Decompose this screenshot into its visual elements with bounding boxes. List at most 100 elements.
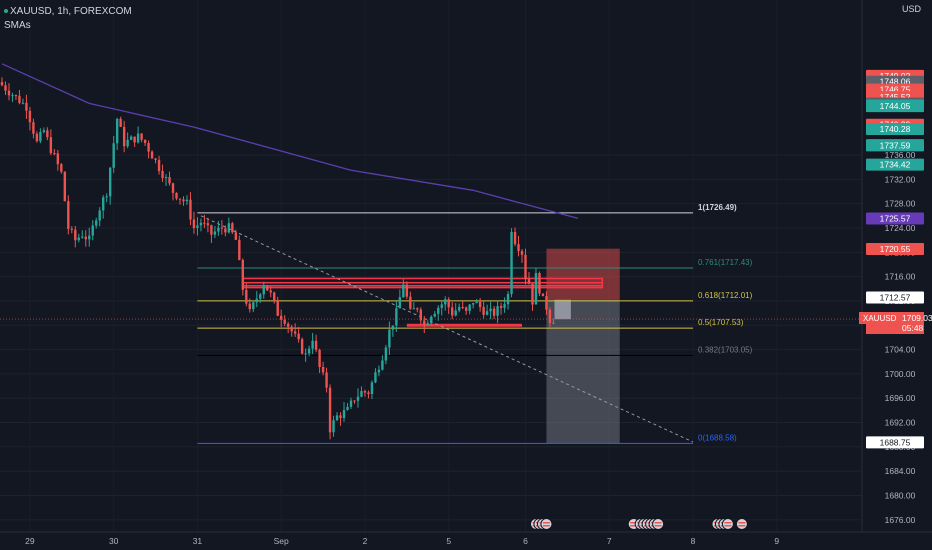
candle-body	[545, 296, 548, 310]
symbol-header[interactable]: XAUUSD, 1h, FOREXCOM	[4, 6, 132, 17]
candle-body	[517, 244, 520, 252]
symbol-line: XAUUSD, 1h, FOREXCOM	[10, 6, 132, 17]
candle-body	[444, 299, 447, 305]
candle-body	[49, 137, 53, 154]
candle-body	[451, 307, 454, 316]
candle-body	[220, 227, 224, 229]
fib-retracement: 1(1726.49) 0.761(1717.43) 0.618(1712.01) 0.…	[197, 203, 753, 444]
candle-body	[178, 198, 182, 200]
candle-body	[112, 143, 115, 168]
candle-body	[276, 300, 279, 316]
price-label-bg	[866, 158, 924, 171]
candle-body	[133, 136, 136, 143]
candle-body	[248, 303, 251, 310]
candle-body	[409, 296, 412, 309]
drawings	[0, 215, 862, 443]
candle-body	[269, 290, 272, 293]
candle-body	[266, 285, 269, 291]
candle-body	[168, 177, 171, 184]
candle-body	[489, 308, 492, 312]
candle-body	[430, 316, 433, 324]
candle-body	[286, 323, 290, 327]
candle-body	[213, 231, 217, 235]
candle-body	[423, 320, 426, 325]
price-label-bg	[866, 242, 924, 255]
candle-body	[440, 304, 443, 308]
fib-level-label: 0.5(1707.53)	[698, 318, 744, 327]
candle-body	[538, 273, 541, 294]
candle-body	[300, 339, 304, 354]
candle-body	[293, 331, 297, 334]
candle-body	[88, 235, 91, 240]
flag-stripe	[654, 525, 662, 527]
flag-stripe	[630, 522, 638, 524]
candle-body	[227, 223, 231, 233]
candle-body	[199, 222, 203, 226]
candle-body	[433, 313, 436, 317]
candle-body	[14, 95, 18, 97]
candle-body	[402, 284, 405, 298]
price-label-bg	[866, 212, 924, 225]
candle-body	[367, 392, 370, 395]
candle-body	[391, 325, 395, 330]
date-tick-label: 31	[193, 536, 203, 546]
candle-body	[252, 302, 255, 310]
candles	[0, 77, 555, 440]
date-tick-label: 29	[25, 536, 35, 546]
candle-body	[11, 95, 14, 97]
economic-event-flag-icon	[540, 518, 553, 530]
price-axis: 1676.001680.001684.001688.001692.001696.…	[859, 0, 932, 532]
candle-body	[7, 90, 11, 96]
candle-body	[35, 133, 39, 142]
price-tick-label: 1732.00	[885, 174, 916, 184]
time-axis: 29 30 31 Sep 2 5 6 7 8 9	[0, 518, 932, 546]
candle-body	[304, 353, 307, 355]
price-label: 1712.57	[880, 292, 911, 302]
candle-body	[25, 102, 28, 111]
price-label: 1725.57	[880, 213, 911, 223]
candle-body	[356, 396, 360, 401]
candle-body	[67, 201, 70, 229]
price-label-bg	[866, 139, 924, 152]
candle-body	[328, 387, 332, 433]
price-label: 1720.55	[880, 244, 911, 254]
candle-body	[273, 292, 276, 301]
candle-body	[63, 171, 67, 202]
candle-body	[503, 304, 506, 308]
price-tick-label: 1684.00	[885, 466, 916, 476]
candle-body	[102, 197, 105, 211]
indicator-label[interactable]: SMAs	[4, 20, 31, 31]
candle-body	[122, 126, 126, 147]
candle-body	[192, 219, 196, 229]
candle-body	[381, 360, 384, 370]
candle-body	[370, 382, 374, 395]
candle-body	[140, 133, 143, 140]
candle-body	[53, 153, 56, 155]
candle-body	[231, 223, 234, 233]
candle-body	[395, 308, 398, 326]
candle-body	[143, 139, 147, 143]
fib-level-label: 0.761(1717.43)	[698, 258, 753, 267]
price-tick-label: 1696.00	[885, 393, 916, 403]
price-label: 1740.28	[880, 124, 911, 134]
open-pnl-zone	[554, 299, 571, 320]
candle-body	[318, 349, 321, 368]
candle-body	[98, 210, 101, 221]
candle-body	[398, 297, 402, 309]
current-price-value: 1709.03	[902, 313, 932, 323]
price-label: 1734.42	[880, 160, 911, 170]
candle-body	[454, 310, 457, 316]
price-label: 1748.06	[880, 77, 911, 87]
countdown-value: 05:48	[902, 323, 924, 333]
date-tick-label: 6	[523, 536, 528, 546]
candle-body	[136, 133, 140, 143]
candle-body	[416, 308, 419, 310]
economic-event-flag-icon	[721, 518, 734, 530]
candle-body	[28, 110, 32, 123]
candle-body	[129, 136, 133, 140]
candle-body	[224, 228, 227, 233]
candle-body	[464, 307, 468, 311]
candle-body	[499, 306, 503, 308]
candle-body	[119, 118, 122, 127]
